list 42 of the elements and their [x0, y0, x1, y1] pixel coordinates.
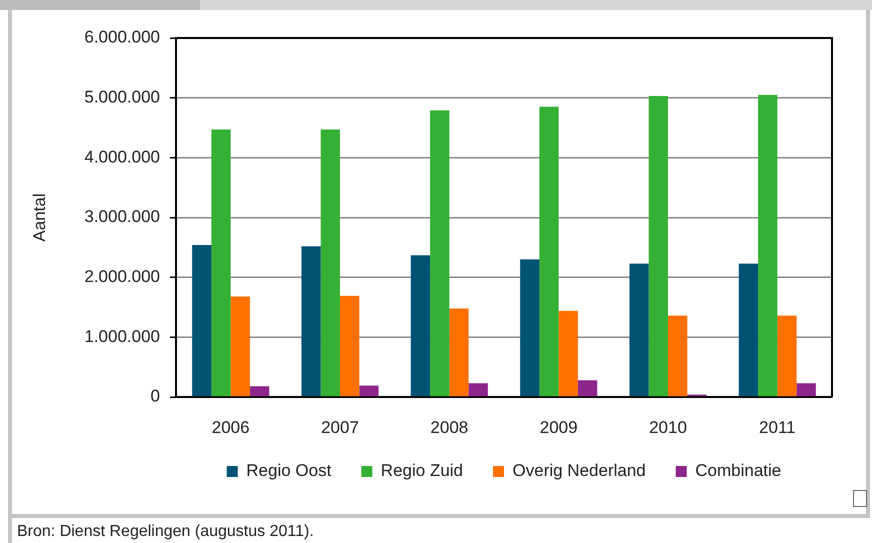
bar [449, 308, 469, 396]
y-tick-label: 0 [150, 386, 160, 406]
x-tick-label: 2010 [649, 418, 687, 437]
y-tick-label: 3.000.000 [84, 207, 160, 226]
bar [250, 386, 270, 396]
x-tick-label: 2009 [540, 418, 578, 437]
bar [558, 310, 578, 396]
y-tick-label: 1.000.000 [84, 326, 160, 346]
x-tick-label: 2006 [212, 418, 250, 437]
bar [301, 246, 321, 396]
bar [340, 296, 360, 396]
x-tick-label: 2011 [759, 418, 796, 437]
y-axis-title: Aantal [30, 193, 49, 242]
x-tick-label: 2007 [321, 418, 359, 437]
text: Bron: Dienst Regelingen (augustus 2011). [17, 523, 314, 541]
x-tick-label: 2008 [430, 418, 468, 437]
bar [668, 316, 688, 396]
bar [192, 245, 212, 396]
bar [738, 264, 758, 396]
bar [758, 94, 778, 396]
y-tick-label: 6.000.000 [84, 28, 160, 47]
bar [359, 386, 379, 396]
y-tick-label: 2.000.000 [84, 267, 160, 286]
bar [211, 130, 231, 396]
bar [230, 296, 250, 396]
bar [320, 130, 340, 396]
bar [629, 264, 649, 396]
y-tick-label: 5.000.000 [84, 88, 160, 107]
bar [648, 96, 668, 396]
legend-label: Overig Nederland [512, 461, 646, 480]
bar [520, 259, 540, 396]
bar [777, 316, 797, 396]
legend-label: Regio Oost [246, 461, 332, 480]
bar [578, 380, 598, 396]
legend-label: Regio Zuid [380, 461, 464, 480]
bar [430, 110, 450, 396]
legend-label: Combinatie [695, 461, 782, 480]
y-tick-label: 4.000.000 [84, 147, 160, 166]
bar [796, 383, 816, 396]
bar [410, 255, 430, 396]
bar [468, 383, 488, 396]
bar [539, 106, 559, 396]
